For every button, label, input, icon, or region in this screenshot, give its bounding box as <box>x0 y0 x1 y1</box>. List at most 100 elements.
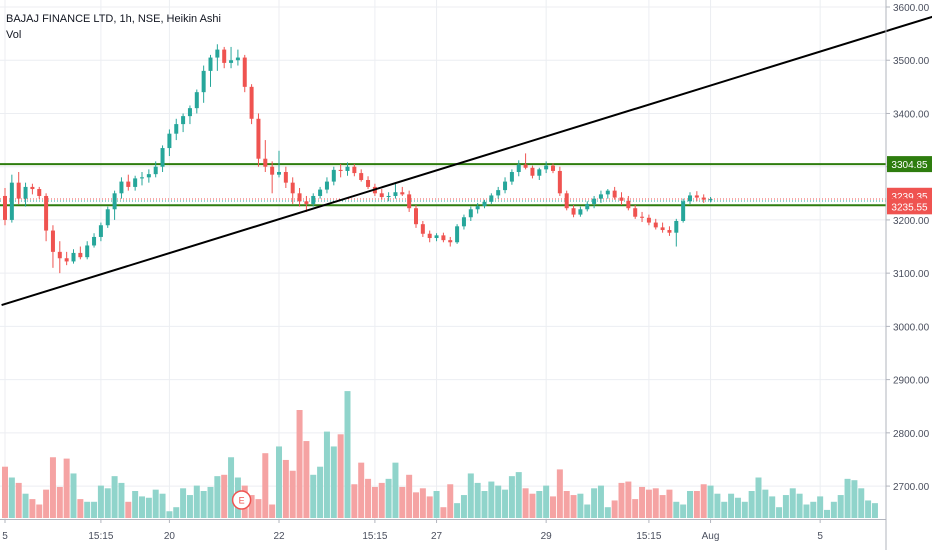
volume-bar <box>104 488 111 518</box>
candle-body <box>23 186 28 199</box>
volume-bar <box>84 501 91 518</box>
candle-body <box>619 197 624 201</box>
volume-bars <box>2 391 878 518</box>
volume-bar <box>700 484 707 518</box>
x-tick-label: 22 <box>273 531 285 542</box>
event-markers[interactable]: E <box>231 490 252 510</box>
volume-bar <box>577 493 584 518</box>
candle-body <box>126 181 131 187</box>
volume-bar <box>385 478 392 518</box>
grid <box>0 0 886 519</box>
volume-bar <box>111 476 118 518</box>
volume-bar <box>406 474 413 518</box>
price-label-text: 3235.55 <box>891 202 928 213</box>
candle-body <box>571 208 576 215</box>
volume-bar <box>728 493 735 518</box>
candle-body <box>263 158 268 167</box>
candle-body <box>318 189 323 196</box>
candle-body <box>468 209 473 218</box>
volume-bar <box>22 493 29 518</box>
candle-body <box>290 182 295 194</box>
candle-body <box>160 148 165 167</box>
candle-body <box>174 124 179 134</box>
volume-bar <box>830 501 837 518</box>
volume-bar <box>748 491 755 518</box>
candle-body <box>448 240 453 243</box>
volume-bar <box>776 507 783 518</box>
volume-bar <box>248 495 255 518</box>
volume-bar <box>543 485 550 518</box>
volume-bar <box>481 491 488 518</box>
volume-bar <box>132 491 139 518</box>
volume-bar <box>214 476 221 518</box>
volume-bar <box>330 446 337 518</box>
candle-body <box>16 182 21 199</box>
volume-bar <box>536 491 543 518</box>
volume-bar <box>495 485 502 518</box>
candle-body <box>352 166 357 174</box>
y-tick-label: 3200.00 <box>893 216 930 227</box>
volume-bar <box>180 488 187 518</box>
earnings-event-icon <box>231 490 252 510</box>
candle-body <box>256 118 261 159</box>
time-axis[interactable]: 5 15:15 20 22 15:15 27 29 15:15 Aug 5 <box>2 519 823 542</box>
volume-bar <box>604 507 611 518</box>
volume-bar <box>645 489 652 518</box>
candle-body <box>660 227 665 231</box>
candle-body <box>201 70 206 93</box>
volume-bar <box>810 501 817 518</box>
volume-bar <box>693 491 700 518</box>
candle-body <box>667 230 672 233</box>
volume-bar <box>365 478 372 518</box>
volume-bar <box>508 476 515 518</box>
volume-bar <box>282 459 289 518</box>
volume-bar <box>824 509 830 518</box>
volume-bar <box>29 499 36 518</box>
candle-body <box>187 108 192 117</box>
volume-bar <box>597 485 604 518</box>
candle-body <box>324 181 329 190</box>
volume-bar <box>255 499 262 518</box>
volume-bar <box>666 489 673 518</box>
volume-bar <box>97 485 104 518</box>
candle-body <box>181 116 186 125</box>
volume-bar <box>15 482 22 518</box>
y-tick-label: 3100.00 <box>893 269 930 280</box>
volume-bar <box>159 493 166 518</box>
horizontal-levels[interactable] <box>0 163 886 207</box>
candle-body <box>489 195 494 202</box>
volume-bar <box>618 482 625 518</box>
candle-body <box>694 195 699 198</box>
price-label-bg <box>887 198 932 215</box>
volume-bar <box>310 474 317 518</box>
candle-body <box>249 86 254 119</box>
volume-bar <box>639 486 646 518</box>
volume-bar <box>8 477 15 518</box>
candle-body <box>78 252 83 258</box>
volume-bar <box>433 491 440 518</box>
price-label-bg <box>887 156 932 173</box>
volume-bar <box>871 503 878 518</box>
volume-bar <box>186 495 193 518</box>
candle-body <box>516 164 521 173</box>
candle-body <box>379 193 384 198</box>
volume-bar <box>440 507 447 518</box>
symbol-title[interactable]: BAJAJ FINANCE LTD, 1h, NSE, Heikin Ashi <box>6 13 221 25</box>
volume-bar <box>488 481 495 518</box>
volume-bar <box>193 485 200 518</box>
candle-body <box>551 165 555 171</box>
y-tick-label: 3500.00 <box>893 56 930 67</box>
volume-bar <box>515 472 522 518</box>
volume-indicator-label[interactable]: Vol <box>6 29 22 41</box>
volume-bar <box>611 500 618 518</box>
y-tick-label: 3600.00 <box>893 3 930 14</box>
volume-bar <box>591 488 598 518</box>
volume-bar <box>207 486 214 518</box>
candle-body <box>277 172 281 175</box>
candle-body <box>708 199 713 201</box>
trendline-layer[interactable] <box>1 7 932 307</box>
